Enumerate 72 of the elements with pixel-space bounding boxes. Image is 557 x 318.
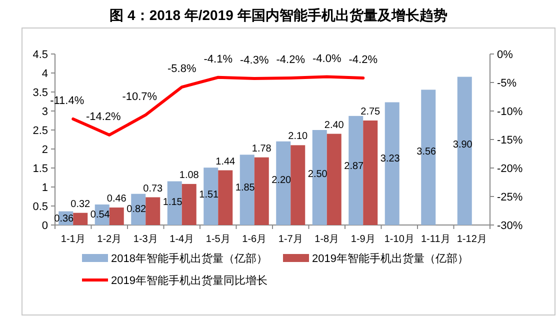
y2-tick-label: -25%	[497, 192, 523, 204]
bar	[73, 212, 88, 225]
data-label: 1.51	[199, 189, 220, 200]
y-tick-label: 2	[42, 144, 48, 156]
y-tick-label: 0	[42, 220, 48, 232]
data-label: 1.85	[235, 182, 256, 194]
data-label: -5.8%	[168, 63, 196, 76]
data-label: 2.50	[308, 168, 328, 180]
y-tick-label: 1.5	[32, 163, 48, 175]
y-tick-label: 4	[42, 68, 48, 80]
data-label: 0.36	[54, 213, 74, 224]
data-label: 3.23	[380, 153, 400, 164]
data-label: -4.3%	[240, 54, 269, 67]
data-label: 2.75	[360, 106, 381, 118]
x-tick-label: 1-7月	[278, 234, 303, 245]
data-label: -11.4%	[50, 94, 84, 107]
y-tick-label: 3	[42, 106, 48, 118]
y2-tick-label: -15%	[497, 134, 523, 146]
x-tick-label: 1-1月	[60, 234, 86, 245]
data-label: -4.0%	[312, 52, 342, 65]
y-tick-label: 0.5	[32, 201, 48, 213]
bar	[254, 157, 269, 225]
bar	[182, 184, 196, 225]
y2-tick-label: -10%	[497, 106, 523, 118]
data-label: 1.08	[179, 170, 200, 181]
bar	[326, 134, 342, 225]
y-tick-label: 3.5	[32, 87, 48, 99]
x-tick-label: 1-9月	[350, 234, 376, 245]
y2-tick-label: -20%	[497, 163, 523, 175]
y2-tick-label: 0%	[497, 49, 514, 61]
data-label: 3.90	[452, 139, 473, 150]
data-label: -14.2%	[86, 110, 122, 123]
x-tick-label: 1-8月	[314, 234, 340, 245]
data-label: -4.1%	[204, 53, 233, 66]
legend-label: 2019年智能手机出货量同比增长	[111, 274, 268, 287]
x-tick-label: 1-5月	[206, 234, 230, 245]
chart-title: 图 4：2018 年/2019 年国内智能手机出货量及增长趋势	[110, 7, 448, 23]
x-tick-label: 1-2月	[97, 234, 122, 245]
bar	[363, 120, 378, 225]
data-label: 0.32	[70, 198, 91, 210]
data-label: 1.78	[252, 143, 272, 154]
data-label: -4.2%	[276, 54, 306, 66]
data-label: 2.10	[288, 131, 308, 142]
legend-label: 2018年智能手机出货量（亿部）	[111, 252, 268, 265]
x-tick-label: 1-10月	[384, 234, 414, 245]
data-label: -10.7%	[122, 90, 158, 103]
y-tick-label: 2.5	[32, 125, 48, 137]
legend-label: 2019年智能手机出货量（亿部）	[312, 252, 468, 265]
y2-tick-label: -5%	[497, 78, 517, 90]
y-tick-label: 1	[42, 182, 48, 194]
x-tick-label: 1-11月	[420, 234, 450, 245]
y2-tick-label: -30%	[497, 220, 523, 232]
bar	[146, 197, 160, 225]
data-label: -4.2%	[348, 54, 378, 66]
x-tick-label: 1-12月	[456, 234, 487, 245]
data-label: 0.54	[90, 210, 110, 221]
data-label: 0.46	[106, 194, 127, 205]
x-tick-label: 1-4月	[170, 234, 194, 245]
data-label: 1.15	[162, 196, 183, 208]
data-label: 0.73	[143, 183, 164, 194]
x-tick-label: 1-3月	[133, 234, 158, 245]
bar	[109, 208, 124, 225]
bar	[218, 170, 233, 225]
data-label: 2.20	[272, 175, 292, 186]
y-tick-label: 4.5	[32, 49, 48, 61]
data-label: 0.82	[126, 204, 147, 215]
data-label: 2.87	[344, 161, 364, 172]
data-label: 1.44	[216, 156, 236, 168]
data-label: 2.40	[324, 120, 344, 131]
x-tick-label: 1-6月	[242, 234, 267, 245]
bar	[290, 145, 306, 225]
data-label: 3.56	[416, 146, 437, 158]
